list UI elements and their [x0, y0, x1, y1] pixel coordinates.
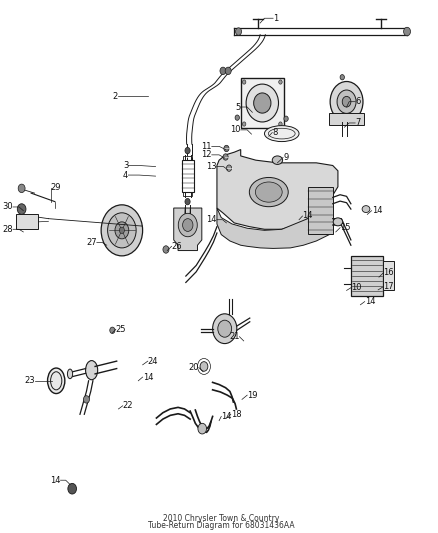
Text: 12: 12: [201, 150, 212, 159]
Text: 2: 2: [112, 92, 117, 101]
Text: 16: 16: [383, 269, 394, 277]
Circle shape: [242, 122, 246, 126]
Text: 17: 17: [383, 282, 394, 291]
Ellipse shape: [249, 177, 288, 207]
Text: 26: 26: [172, 242, 182, 251]
Circle shape: [225, 67, 231, 75]
Text: 19: 19: [247, 391, 258, 400]
Circle shape: [18, 184, 25, 192]
Text: 18: 18: [231, 410, 241, 419]
Text: 14: 14: [365, 297, 375, 306]
Circle shape: [198, 423, 207, 434]
Text: 8: 8: [272, 128, 278, 137]
Circle shape: [223, 154, 228, 160]
Circle shape: [242, 80, 246, 84]
Text: 24: 24: [148, 357, 158, 366]
Ellipse shape: [85, 361, 98, 379]
Ellipse shape: [48, 368, 65, 393]
Text: 10: 10: [351, 283, 361, 292]
Circle shape: [200, 362, 208, 371]
Circle shape: [185, 148, 190, 154]
Bar: [307, 187, 333, 233]
Bar: [241, 78, 284, 128]
Circle shape: [337, 90, 356, 114]
Circle shape: [342, 96, 351, 107]
Circle shape: [119, 227, 124, 233]
Circle shape: [340, 75, 344, 80]
Text: 14: 14: [50, 476, 60, 484]
Polygon shape: [217, 208, 333, 248]
Circle shape: [235, 115, 240, 120]
Text: 21: 21: [229, 332, 240, 341]
Text: 9: 9: [283, 153, 288, 162]
Circle shape: [284, 116, 288, 122]
Bar: [183, 156, 192, 160]
Polygon shape: [174, 208, 202, 251]
Circle shape: [115, 222, 129, 239]
Circle shape: [224, 146, 229, 152]
Ellipse shape: [67, 369, 73, 378]
Bar: [183, 192, 192, 196]
Circle shape: [212, 314, 237, 344]
Bar: [16, 214, 39, 229]
Text: 10: 10: [230, 125, 241, 134]
Text: 22: 22: [123, 401, 133, 410]
Text: 1: 1: [273, 14, 279, 23]
Text: 27: 27: [86, 238, 97, 247]
Text: 6: 6: [355, 97, 360, 106]
Text: 28: 28: [2, 225, 13, 234]
Text: Tube-Return Diagram for 68031436AA: Tube-Return Diagram for 68031436AA: [148, 521, 295, 530]
Circle shape: [110, 327, 115, 334]
Text: 14: 14: [221, 412, 232, 421]
Bar: [383, 261, 394, 290]
Circle shape: [185, 198, 190, 205]
Ellipse shape: [246, 84, 279, 122]
Ellipse shape: [362, 206, 370, 213]
Ellipse shape: [255, 182, 282, 202]
Circle shape: [236, 28, 242, 35]
Ellipse shape: [254, 93, 271, 113]
Ellipse shape: [272, 156, 283, 165]
Text: 20: 20: [188, 363, 199, 372]
Text: 5: 5: [236, 102, 241, 111]
Circle shape: [279, 122, 282, 126]
Circle shape: [183, 219, 193, 231]
Ellipse shape: [333, 218, 343, 226]
Text: 11: 11: [201, 142, 212, 151]
Circle shape: [163, 246, 169, 253]
Bar: [181, 160, 194, 192]
Text: 15: 15: [340, 223, 350, 232]
Text: 29: 29: [50, 183, 61, 192]
Circle shape: [108, 213, 136, 248]
Circle shape: [220, 67, 226, 75]
Bar: [351, 256, 383, 296]
Circle shape: [218, 320, 232, 337]
Bar: [329, 113, 364, 125]
Ellipse shape: [265, 126, 299, 142]
Circle shape: [101, 205, 143, 256]
Circle shape: [226, 165, 232, 171]
Circle shape: [18, 204, 26, 214]
Text: 30: 30: [2, 203, 13, 212]
Text: 25: 25: [116, 325, 126, 334]
Text: 14: 14: [303, 212, 313, 221]
Circle shape: [68, 483, 77, 494]
Text: 14: 14: [206, 215, 217, 224]
Circle shape: [279, 80, 282, 84]
Circle shape: [178, 213, 197, 237]
Text: 23: 23: [24, 376, 35, 385]
Text: 3: 3: [123, 161, 128, 170]
Text: 4: 4: [123, 171, 128, 180]
Text: 14: 14: [371, 206, 382, 215]
Circle shape: [330, 82, 363, 122]
Text: 2010 Chrysler Town & Country: 2010 Chrysler Town & Country: [163, 514, 279, 523]
Text: 13: 13: [206, 162, 217, 171]
Text: 14: 14: [143, 373, 153, 382]
Circle shape: [83, 395, 89, 403]
Polygon shape: [217, 150, 338, 229]
Text: 7: 7: [355, 118, 360, 127]
Circle shape: [403, 27, 410, 36]
